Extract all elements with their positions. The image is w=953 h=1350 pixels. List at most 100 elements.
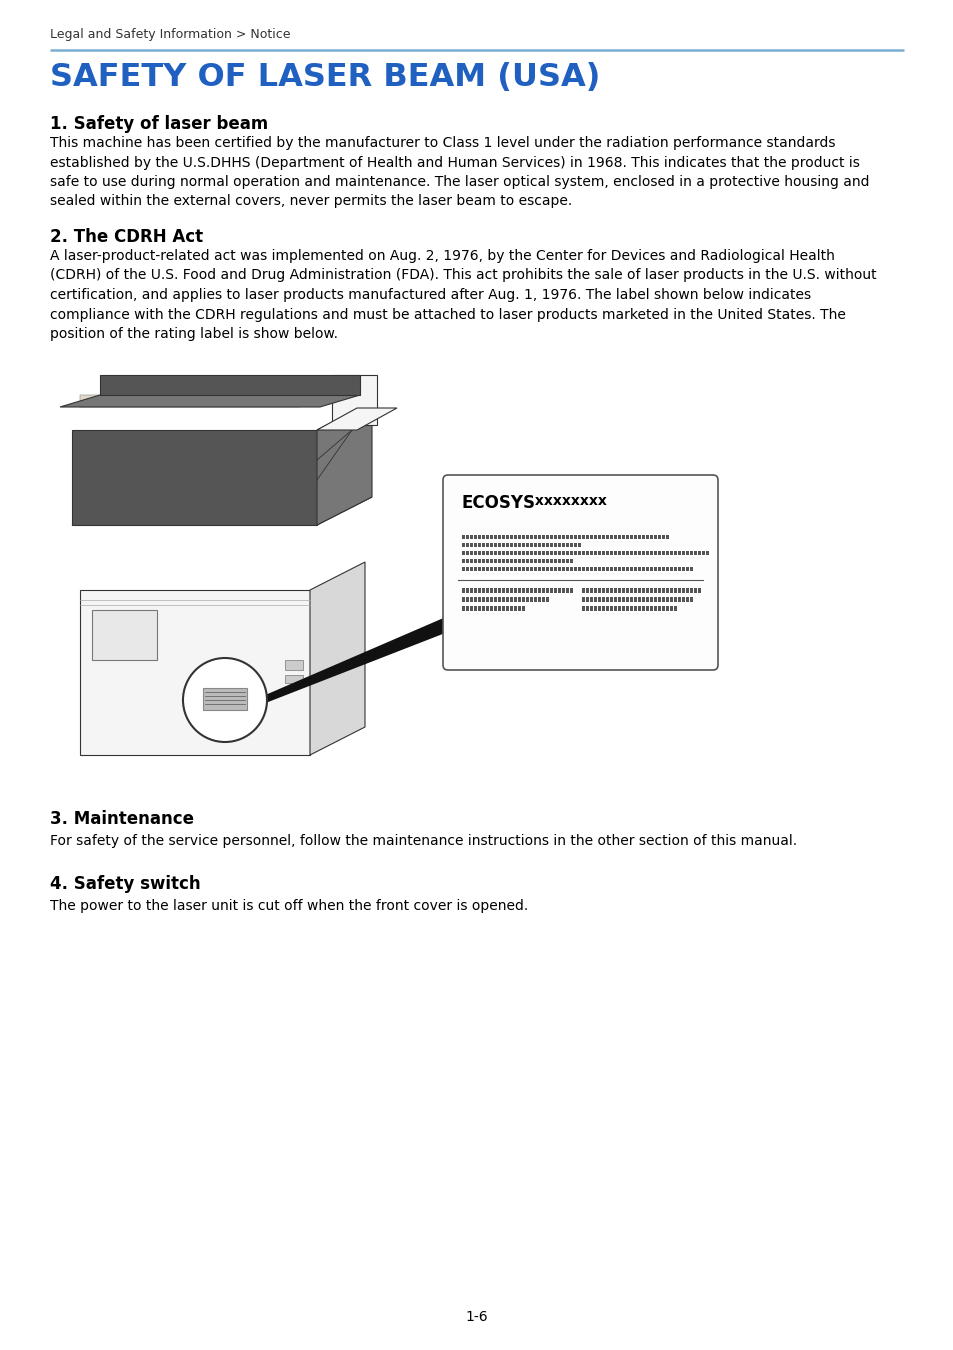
Bar [474, 606, 476, 612]
Bar [578, 567, 580, 571]
Bar [565, 543, 568, 547]
Bar [537, 551, 540, 555]
Bar [517, 535, 520, 539]
Bar [629, 551, 633, 555]
Bar [565, 567, 568, 571]
Bar [641, 589, 644, 593]
Bar [685, 567, 688, 571]
Bar [565, 589, 568, 593]
Bar [497, 543, 500, 547]
Bar [561, 589, 564, 593]
Bar [514, 535, 517, 539]
Bar [501, 597, 504, 602]
Bar [497, 567, 500, 571]
Bar [578, 535, 580, 539]
Bar [585, 589, 588, 593]
Bar [594, 597, 597, 602]
Bar [481, 543, 484, 547]
Bar [501, 559, 504, 563]
Bar [698, 589, 700, 593]
Bar [521, 559, 524, 563]
Bar [609, 551, 613, 555]
Bar [461, 543, 464, 547]
Bar [517, 606, 520, 612]
Bar [585, 597, 588, 602]
Bar [658, 551, 660, 555]
Bar [678, 597, 680, 602]
Bar [658, 606, 660, 612]
Bar [537, 543, 540, 547]
Bar [621, 567, 624, 571]
Bar [461, 567, 464, 571]
Bar [474, 589, 476, 593]
Bar [661, 589, 664, 593]
Bar [578, 543, 580, 547]
Bar [641, 597, 644, 602]
Bar [598, 589, 600, 593]
Bar [505, 589, 509, 593]
Bar [550, 543, 553, 547]
Bar [510, 606, 513, 612]
Bar [638, 551, 640, 555]
Bar [485, 551, 489, 555]
Bar [621, 597, 624, 602]
Text: For safety of the service personnel, follow the maintenance instructions in the : For safety of the service personnel, fol… [50, 834, 797, 848]
Bar [494, 606, 497, 612]
Bar [494, 535, 497, 539]
Text: 4. Safety switch: 4. Safety switch [50, 875, 200, 892]
Bar [514, 597, 517, 602]
Bar [673, 589, 677, 593]
FancyBboxPatch shape [91, 610, 157, 660]
Bar [525, 551, 529, 555]
Bar [537, 597, 540, 602]
Bar [594, 567, 597, 571]
Bar [530, 535, 533, 539]
Bar [645, 567, 648, 571]
Bar [537, 567, 540, 571]
Bar [598, 597, 600, 602]
Bar [649, 606, 652, 612]
Bar [585, 535, 588, 539]
Bar [521, 597, 524, 602]
Bar [521, 543, 524, 547]
Bar [505, 597, 509, 602]
Bar [490, 589, 493, 593]
Bar [598, 567, 600, 571]
Bar [661, 535, 664, 539]
Bar [673, 597, 677, 602]
Bar [605, 535, 608, 539]
Bar [689, 551, 692, 555]
Bar [470, 551, 473, 555]
Bar [477, 551, 480, 555]
Bar [470, 535, 473, 539]
Bar [569, 559, 573, 563]
Bar [474, 535, 476, 539]
Bar [530, 551, 533, 555]
Bar [550, 567, 553, 571]
Bar [629, 597, 633, 602]
Bar [521, 606, 524, 612]
Bar [510, 567, 513, 571]
Bar [605, 606, 608, 612]
Bar [598, 551, 600, 555]
Bar [525, 567, 529, 571]
Bar [665, 597, 668, 602]
Bar [649, 589, 652, 593]
Bar [601, 606, 604, 612]
Bar [658, 567, 660, 571]
Bar [645, 535, 648, 539]
Bar [497, 597, 500, 602]
Bar [585, 606, 588, 612]
Bar [537, 589, 540, 593]
Bar [517, 559, 520, 563]
Bar [581, 551, 584, 555]
Bar [514, 567, 517, 571]
Polygon shape [263, 614, 451, 703]
Bar [541, 589, 544, 593]
Bar [609, 535, 613, 539]
Bar [673, 551, 677, 555]
Bar [614, 535, 617, 539]
Bar [601, 551, 604, 555]
Bar [614, 606, 617, 612]
Bar [530, 589, 533, 593]
